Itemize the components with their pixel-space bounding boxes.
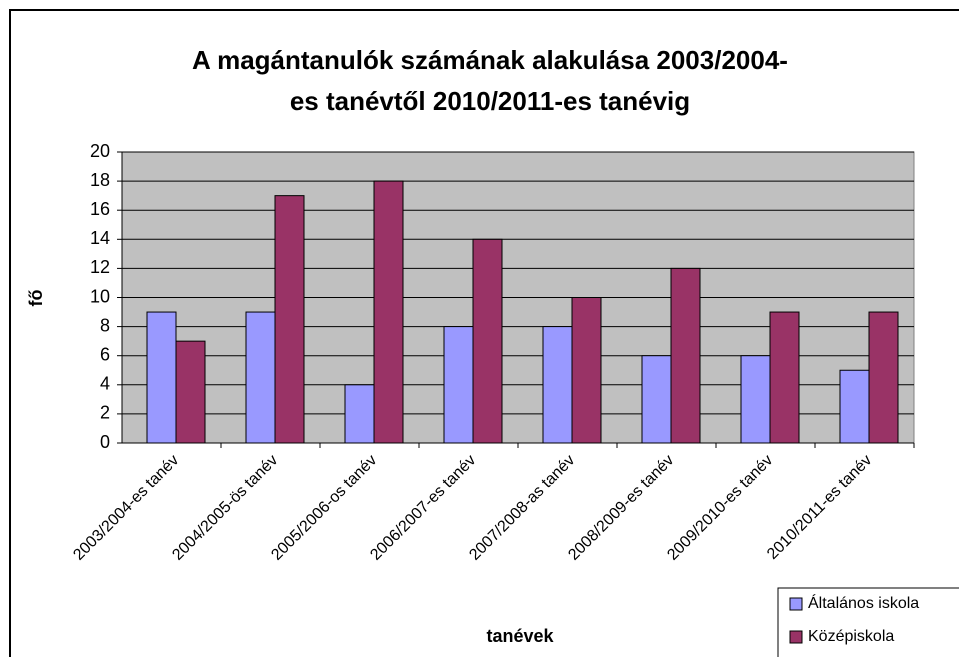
bar (472, 238, 503, 444)
y-tick-label: 18 (90, 170, 110, 190)
y-tick-label: 12 (90, 257, 110, 277)
legend-label: Általános iskola (808, 593, 919, 612)
bar (868, 311, 899, 444)
y-tick-label: 8 (100, 315, 110, 335)
chart-title: es tanévtől 2010/2011-es tanévig (290, 86, 690, 116)
bar (274, 195, 305, 444)
y-tick-label: 10 (90, 286, 110, 306)
bar (769, 311, 800, 444)
bar (146, 311, 177, 444)
bar (245, 311, 276, 444)
bar (839, 369, 870, 444)
bar (641, 355, 672, 444)
bar (443, 326, 474, 444)
legend-box (777, 587, 959, 657)
y-tick-label: 4 (100, 374, 110, 394)
y-tick-label: 14 (90, 228, 110, 248)
x-axis-label: tanévek (486, 626, 554, 646)
y-axis-label: fő (26, 290, 46, 307)
y-tick-label: 0 (100, 432, 110, 452)
bar (344, 384, 375, 444)
bar (373, 180, 404, 444)
y-tick-label: 16 (90, 199, 110, 219)
bar (740, 355, 771, 444)
chart-title: A magántanulók számának alakulása 2003/2… (192, 45, 788, 75)
legend-swatch (789, 630, 803, 644)
bar (571, 297, 602, 444)
bar (542, 326, 573, 444)
y-tick-label: 2 (100, 403, 110, 423)
bar (175, 340, 206, 444)
y-tick-label: 6 (100, 344, 110, 364)
y-tick-label: 20 (90, 141, 110, 161)
bar (670, 267, 701, 444)
legend-swatch (789, 597, 803, 611)
legend-label: Középiskola (808, 628, 894, 645)
